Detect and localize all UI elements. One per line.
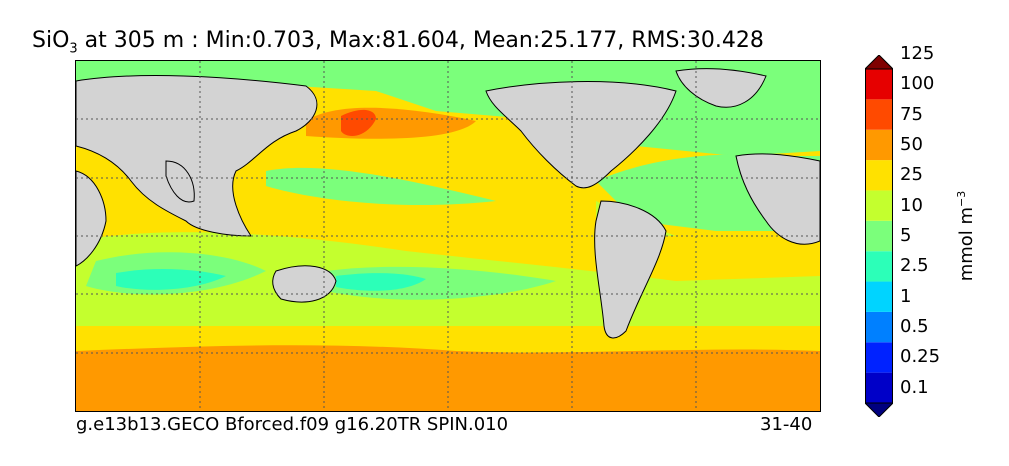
colorbar — [865, 55, 893, 417]
ocean-map — [75, 60, 821, 412]
colorbar-tick-label: 0.1 — [900, 376, 929, 398]
antarctic-orange-band — [76, 345, 820, 411]
map-grid — [76, 61, 820, 411]
australia — [272, 265, 337, 303]
year-range-label: 31-40 — [760, 414, 813, 435]
run-id-label: g.e13b13.GECO Bforced.f09 g16.20TR SPIN.… — [76, 414, 509, 435]
colorbar-segment — [865, 311, 893, 343]
colorbar-segment — [865, 372, 893, 403]
colorbar-segment — [865, 342, 893, 373]
colorbar-segment — [865, 160, 893, 191]
colorbar-segment — [865, 251, 893, 282]
colorbar-tick-label: 0.25 — [900, 346, 941, 368]
colorbar-tick-label: 1 — [900, 285, 912, 307]
south-pacific-core — [336, 273, 426, 291]
colorbar-tick-label: 25 — [900, 164, 923, 186]
north-america — [485, 81, 677, 189]
colorbar-segment — [865, 99, 893, 130]
colorbar-tick-label: 50 — [900, 133, 923, 155]
africa — [76, 170, 107, 267]
colorbar-segment — [865, 190, 893, 221]
colorbar-extend-max — [865, 55, 893, 70]
india — [165, 160, 195, 203]
south-indian-core — [116, 269, 226, 290]
colorbar-border — [865, 68, 893, 404]
eurasia — [76, 75, 318, 237]
colorbar-unit-label: mmol m−3 — [955, 190, 977, 282]
north-pacific-peak — [341, 109, 376, 136]
map-title: SiO3 at 305 m : Min:0.703, Max:81.604, M… — [32, 28, 764, 57]
colorbar-tick-label: 75 — [900, 103, 923, 125]
south-america — [594, 200, 667, 339]
colorbar-tick-label: 10 — [900, 194, 923, 216]
colorbar-extend-min — [865, 402, 893, 417]
colorbar-segment — [865, 129, 893, 161]
greenland — [675, 68, 767, 108]
colorbar-segment — [865, 281, 893, 312]
colorbar-segment — [865, 69, 893, 100]
colorbar-segment — [865, 220, 893, 252]
colorbar-tick-label: 100 — [900, 73, 935, 95]
colorbar-tick-label: 2.5 — [900, 255, 929, 277]
colorbar-tick-label: 0.5 — [900, 316, 929, 338]
colorbar-tick-label: 5 — [900, 225, 912, 246]
colorbar-tick-label: 125 — [900, 42, 935, 64]
europe-africa-east — [735, 153, 820, 245]
land-masses — [76, 68, 820, 339]
